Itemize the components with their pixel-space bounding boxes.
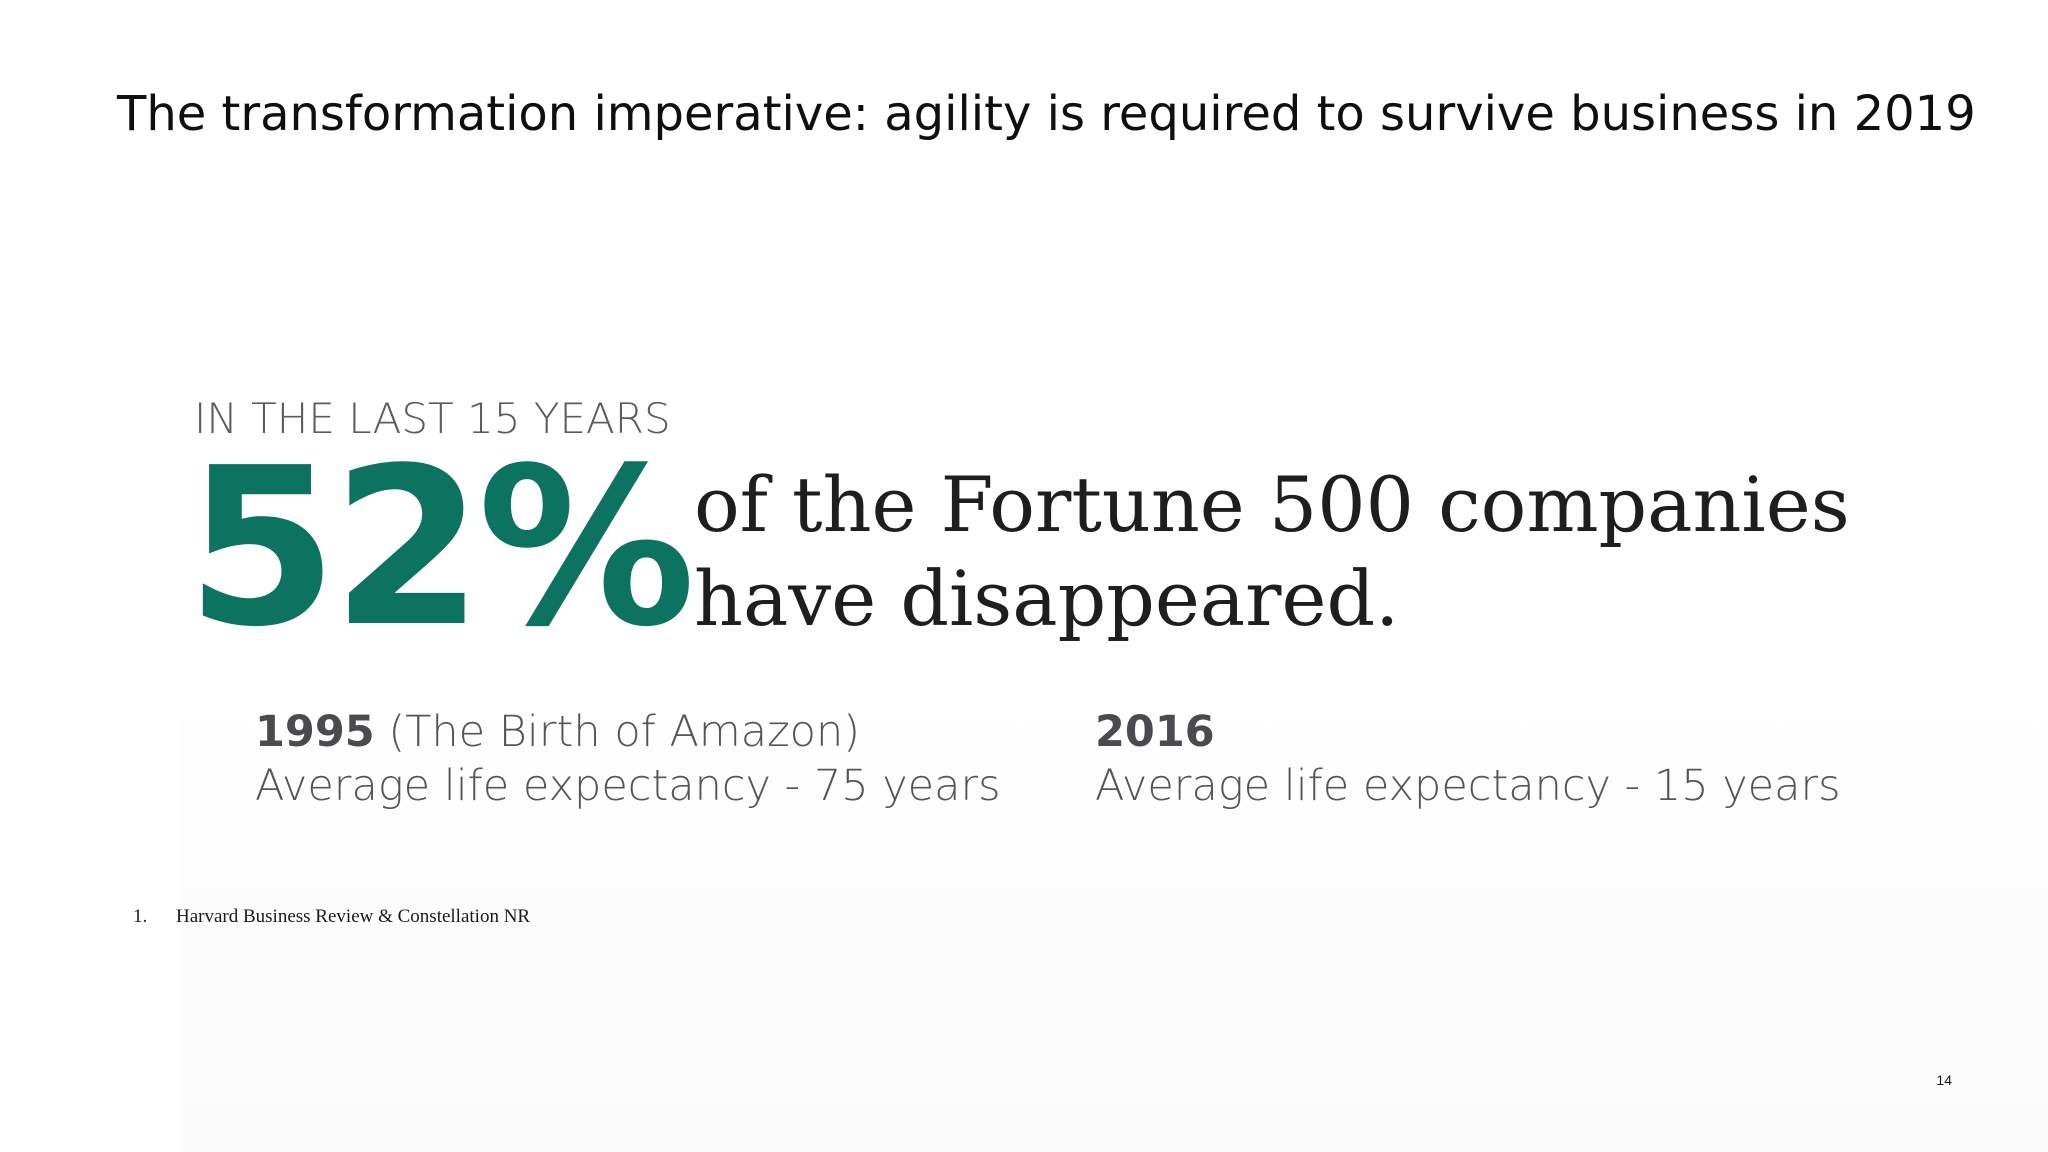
- stat-description: of the Fortune 500 companies have disapp…: [694, 458, 1850, 646]
- slide-title: The transformation imperative: agility i…: [117, 86, 1976, 142]
- comparison-1995-note: (The Birth of Amazon): [388, 707, 861, 757]
- comparison-1995: 1995 (The Birth of Amazon) Average life …: [255, 705, 1001, 813]
- stat-kicker: IN THE LAST 15 YEARS: [194, 394, 671, 443]
- infographic-background: [180, 360, 2048, 1152]
- comparison-2016: 2016 Average life expectancy - 15 years: [1095, 705, 1841, 813]
- stat-description-line-2: have disappeared.: [694, 554, 1400, 643]
- footnote: 1. Harvard Business Review & Constellatio…: [133, 906, 530, 928]
- comparison-2016-detail: Average life expectancy - 15 years: [1095, 761, 1841, 811]
- comparison-1995-year: 1995: [255, 707, 375, 757]
- big-stat-value: 52%: [186, 422, 696, 675]
- comparison-2016-year: 2016: [1095, 707, 1215, 757]
- page-number: 14: [1936, 1072, 1952, 1088]
- footnote-number: 1.: [133, 906, 148, 927]
- comparison-1995-detail: Average life expectancy - 75 years: [255, 761, 1001, 811]
- footnote-text: Harvard Business Review & Constellation …: [176, 906, 531, 927]
- stat-description-line-1: of the Fortune 500 companies: [694, 460, 1850, 549]
